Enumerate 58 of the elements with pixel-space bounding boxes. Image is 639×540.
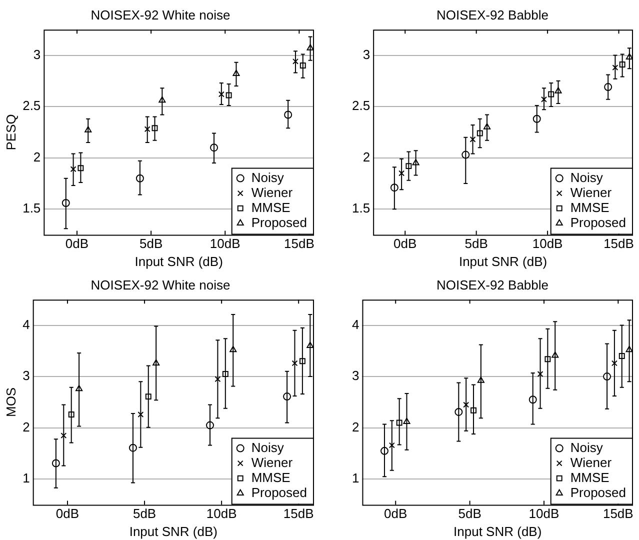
legend-label: Noisy bbox=[570, 170, 604, 185]
y-tick-label: 2 bbox=[33, 149, 41, 164]
chart-title: NOISEX-92 Babble bbox=[436, 7, 549, 22]
y-tick-label: 1 bbox=[22, 470, 30, 486]
y-tick-label: 1.5 bbox=[352, 200, 370, 216]
x-tick-label: 0dB bbox=[394, 236, 417, 252]
legend-label: Proposed bbox=[570, 484, 626, 500]
x-tick-label: 15dB bbox=[604, 236, 634, 252]
y-tick-label: 3 bbox=[22, 368, 30, 384]
x-tick-label: 15dB bbox=[602, 506, 634, 522]
legend-label: Proposed bbox=[251, 484, 308, 500]
x-tick-label: 10dB bbox=[528, 506, 560, 522]
legend-label: Proposed bbox=[251, 214, 308, 230]
y-tick-label: 3 bbox=[352, 368, 360, 384]
x-tick-label: 10dB bbox=[206, 506, 237, 522]
y-tick-label: 3 bbox=[33, 46, 41, 62]
x-tick-label: 5dB bbox=[139, 236, 163, 252]
legend-label: MMSE bbox=[251, 200, 291, 215]
legend-label: Noisy bbox=[570, 440, 604, 455]
x-tick-label: 5dB bbox=[458, 506, 482, 522]
x-axis-title: Input SNR (dB) bbox=[129, 524, 218, 539]
legend-label: Proposed bbox=[570, 214, 626, 230]
x-axis-title: Input SNR (dB) bbox=[454, 524, 542, 539]
x-axis-title: Input SNR (dB) bbox=[134, 254, 223, 269]
y-tick-label: 1.5 bbox=[22, 200, 41, 216]
chart-title: NOISEX-92 White noise bbox=[90, 7, 230, 22]
legend-label: Wiener bbox=[570, 184, 612, 200]
legend-label: Noisy bbox=[251, 440, 284, 455]
y-tick-label: 4 bbox=[352, 316, 360, 332]
legend-label: Wiener bbox=[570, 454, 612, 470]
y-tick-label: 2 bbox=[22, 419, 30, 434]
x-tick-label: 15dB bbox=[284, 236, 314, 252]
y-tick-label: 2.5 bbox=[22, 98, 41, 114]
legend-label: MMSE bbox=[570, 200, 610, 215]
x-tick-label: 0dB bbox=[384, 506, 408, 522]
legend-label: MMSE bbox=[570, 470, 610, 485]
legend-label: Wiener bbox=[251, 184, 294, 200]
x-tick-label: 10dB bbox=[210, 236, 240, 252]
y-tick-label: 2 bbox=[362, 149, 370, 164]
x-tick-label: 15dB bbox=[283, 506, 314, 522]
x-tick-label: 0dB bbox=[56, 506, 80, 522]
x-tick-label: 10dB bbox=[532, 236, 563, 252]
y-tick-label: 2.5 bbox=[352, 98, 370, 114]
legend-label: Wiener bbox=[251, 454, 294, 470]
x-axis-title: Input SNR (dB) bbox=[458, 254, 548, 269]
y-axis-title: MOS bbox=[3, 387, 18, 418]
chart-title: NOISEX-92 White noise bbox=[90, 277, 230, 292]
y-tick-label: 1 bbox=[352, 470, 360, 486]
x-tick-label: 5dB bbox=[132, 506, 156, 522]
chart-title: NOISEX-92 Babble bbox=[436, 277, 549, 292]
legend-label: MMSE bbox=[251, 470, 291, 485]
legend-label: Noisy bbox=[251, 170, 284, 185]
y-tick-label: 4 bbox=[22, 316, 30, 332]
x-tick-label: 5dB bbox=[464, 236, 488, 252]
y-axis-title: PESQ bbox=[3, 114, 18, 150]
y-tick-label: 2 bbox=[352, 419, 360, 434]
y-tick-label: 3 bbox=[362, 46, 370, 62]
x-tick-label: 0dB bbox=[65, 236, 89, 252]
